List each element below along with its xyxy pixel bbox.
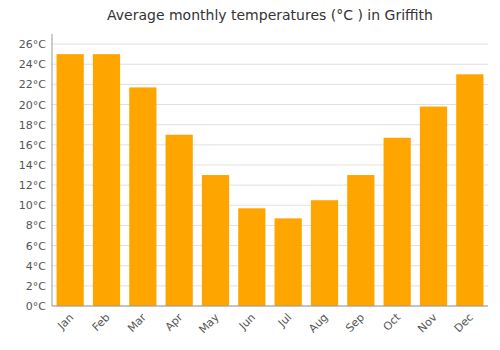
y-tick-label: 20°C — [19, 99, 46, 112]
bar — [166, 135, 193, 306]
y-tick-label: 24°C — [19, 58, 46, 71]
x-axis-line — [52, 306, 488, 307]
x-tick-label: Jun — [236, 311, 258, 333]
y-tick-label: 10°C — [19, 199, 46, 212]
bars — [57, 54, 484, 306]
x-tick-label: Feb — [90, 311, 113, 334]
y-tick-label: 0°C — [26, 300, 46, 313]
y-tick-label: 12°C — [19, 179, 46, 192]
x-axis: Jan Feb Mar Apr May Jun Jul Aug Sep Oct Nov Dec — [54, 310, 476, 336]
y-tick-label: 22°C — [19, 78, 46, 91]
y-tick-label: 16°C — [19, 139, 46, 152]
y-tick-label: 26°C — [19, 38, 46, 51]
y-tick-label: 4°C — [26, 260, 46, 273]
y-tick-label: 2°C — [26, 280, 46, 293]
x-tick-label: Aug — [306, 311, 330, 335]
bar — [238, 208, 265, 306]
bar — [202, 175, 229, 306]
chart-svg: Average monthly temperatures (°C ) in Gr… — [0, 0, 500, 350]
y-tick-label: 6°C — [26, 240, 46, 253]
bar — [129, 87, 156, 306]
title: Average monthly temperatures (°C ) in Gr… — [107, 7, 433, 23]
y-tick-label: 8°C — [26, 219, 46, 232]
chart-container: Average monthly temperatures (°C ) in Gr… — [0, 0, 500, 350]
y-tick-label: 14°C — [19, 159, 46, 172]
x-tick-label: Sep — [343, 311, 367, 335]
x-tick-label: Jan — [54, 311, 76, 333]
x-tick-label: Jul — [275, 311, 294, 330]
grid-line — [52, 44, 488, 45]
y-tick-label: 18°C — [19, 119, 46, 132]
x-tick-label: May — [196, 311, 222, 337]
x-tick-label: Oct — [381, 310, 404, 333]
page: {"chart_data": {"type": "bar", "title": … — [0, 0, 500, 350]
x-tick-label: Mar — [125, 311, 149, 335]
grid — [52, 44, 488, 306]
x-tick-label: Dec — [452, 311, 476, 335]
x-tick-label: Nov — [415, 311, 440, 336]
y-axis: 0°C 2°C 4°C 6°C 8°C 10°C 12°C 14°C 16°C 18°C 20°C 2… — [19, 34, 52, 313]
bar — [311, 200, 338, 306]
bar — [57, 54, 84, 306]
bar — [384, 138, 411, 306]
grid-line — [52, 306, 488, 307]
bar — [347, 175, 374, 306]
bar — [275, 218, 302, 306]
y-axis-line — [52, 34, 53, 306]
bar — [93, 54, 120, 306]
bar — [420, 107, 447, 306]
bar — [456, 74, 483, 306]
x-tick-label: Apr — [163, 311, 186, 334]
